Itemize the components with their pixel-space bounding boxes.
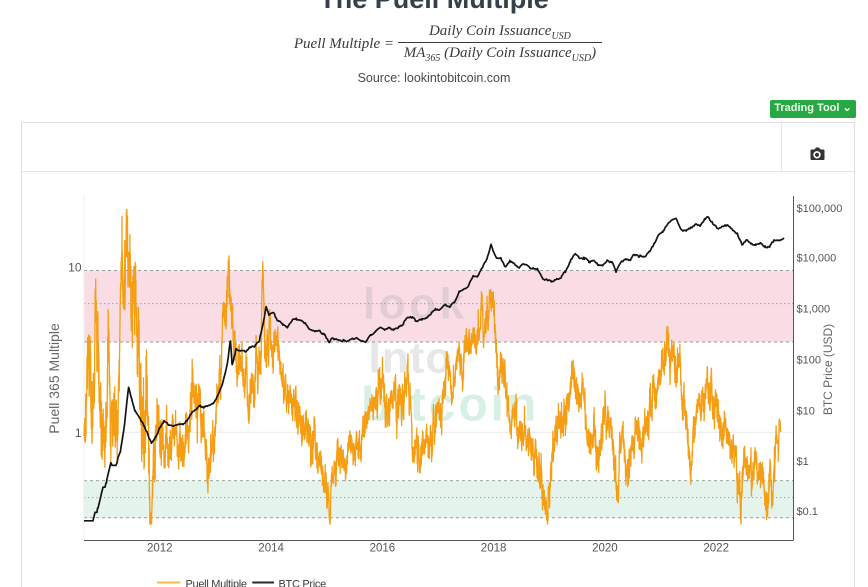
- svg-text:$100,000: $100,000: [797, 203, 843, 215]
- svg-text:Puell Multiple: Puell Multiple: [186, 579, 247, 587]
- svg-text:2014: 2014: [258, 543, 284, 555]
- svg-text:BTC Price: BTC Price: [279, 579, 327, 587]
- svg-text:$1,000: $1,000: [797, 304, 831, 316]
- svg-text:Puell 365 Multiple: Puell 365 Multiple: [46, 323, 62, 434]
- svg-text:Into: Into: [369, 334, 454, 383]
- svg-text:$10: $10: [797, 406, 815, 418]
- svg-text:$10,000: $10,000: [797, 253, 837, 265]
- svg-text:look: look: [363, 280, 467, 329]
- svg-text:$100: $100: [797, 355, 821, 367]
- svg-text:2012: 2012: [147, 543, 173, 555]
- svg-text:2016: 2016: [370, 543, 396, 555]
- svg-text:$1: $1: [797, 456, 809, 468]
- svg-text:2018: 2018: [481, 543, 507, 555]
- svg-text:1: 1: [75, 426, 82, 440]
- svg-text:BTC Price (USD): BTC Price (USD): [821, 324, 835, 415]
- svg-text:2022: 2022: [703, 543, 729, 555]
- svg-text:10: 10: [68, 261, 82, 275]
- svg-text:2020: 2020: [592, 543, 618, 555]
- svg-text:$0.1: $0.1: [797, 506, 818, 518]
